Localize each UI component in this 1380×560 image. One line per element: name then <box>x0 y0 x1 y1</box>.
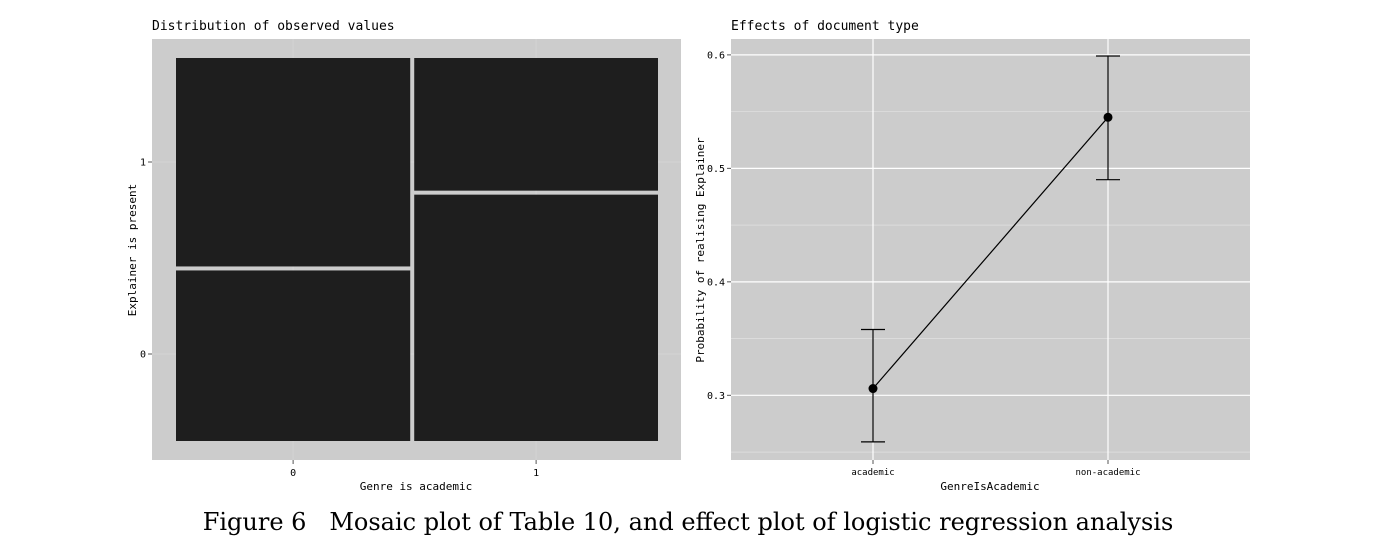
effect-line <box>872 116 1109 389</box>
effect-point <box>868 384 878 394</box>
effect-y-tick-label: 0.6 <box>707 50 725 61</box>
effect-title: Effects of document type <box>731 19 919 34</box>
effect-y-tick-label: 0.3 <box>707 391 725 402</box>
effect-plot: Effects of document type academic non-aca… <box>694 19 1250 493</box>
mosaic-x-axis-label: Genre is academic <box>360 480 473 493</box>
effect-y-axis-label: Probability of realising Explainer <box>694 137 707 363</box>
mosaic-y-tick-label: 0 <box>140 350 146 361</box>
effect-x-tick-label: academic <box>851 468 894 478</box>
figure-caption: Figure 6 Mosaic plot of Table 10, and ef… <box>203 508 1174 536</box>
mosaic-tile-1-absent <box>414 194 658 441</box>
mosaic-y-tick-label: 1 <box>140 158 146 169</box>
mosaic-x-tick-label: 1 <box>533 468 539 479</box>
mosaic-plot: Distribution of observed values 0 1 0 1 Ge… <box>126 19 681 493</box>
effect-point <box>1103 112 1113 122</box>
effect-panel <box>731 39 1250 460</box>
effect-y-tick-label: 0.5 <box>707 164 725 175</box>
mosaic-tile-1-present <box>414 58 658 191</box>
effect-x-axis-label: GenreIsAcademic <box>940 480 1039 493</box>
mosaic-y-axis-label: Explainer is present <box>126 184 139 316</box>
mosaic-tile-0-absent <box>176 270 411 441</box>
effect-x-tick-label: non-academic <box>1075 468 1140 478</box>
mosaic-tile-0-present <box>176 58 411 267</box>
effect-y-tick-label: 0.4 <box>707 277 725 288</box>
mosaic-x-tick-label: 0 <box>290 468 296 479</box>
mosaic-title: Distribution of observed values <box>152 19 395 34</box>
